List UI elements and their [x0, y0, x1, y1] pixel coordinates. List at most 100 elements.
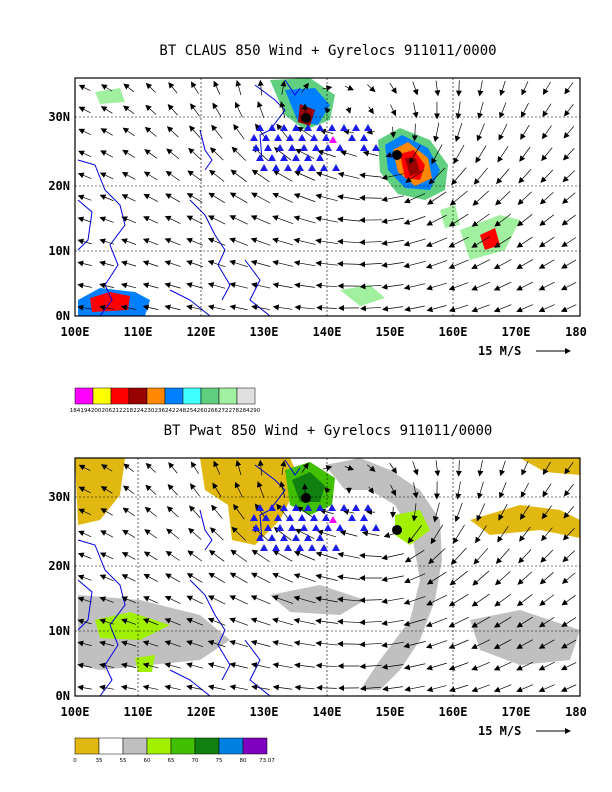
wind-vector [99, 684, 115, 691]
wind-vector [493, 259, 512, 269]
wind-vector [209, 169, 225, 182]
wind-vector [164, 684, 181, 691]
wind-vector [473, 547, 489, 565]
wind-vector [475, 525, 487, 544]
wind-vector [99, 260, 114, 267]
panel-2-frame [74, 457, 581, 697]
gyre-marker [274, 134, 282, 141]
wind-vector [77, 618, 92, 625]
wind-vector [272, 662, 293, 669]
gyre-marker [352, 124, 360, 131]
gyre-marker [292, 504, 300, 511]
wind-vector [316, 304, 337, 311]
wind-vector [493, 281, 512, 291]
gyre-marker [260, 164, 268, 171]
wind-vector [538, 304, 555, 313]
wind-vector [315, 171, 338, 180]
wind-vector [207, 662, 226, 669]
wind-vector [315, 618, 338, 625]
panel-1-grid [75, 78, 580, 316]
gyre-marker [274, 514, 282, 521]
wind-vector [448, 259, 469, 269]
wind-vector [519, 146, 531, 162]
gyre-marker [296, 544, 304, 551]
wind-vector [142, 640, 159, 647]
wind-vector [189, 483, 200, 497]
wind-vector [454, 502, 463, 523]
colorbar-label: 254 [186, 408, 197, 414]
wind-vector [120, 640, 137, 647]
wind-vector [295, 148, 315, 160]
wind-vector [472, 570, 490, 586]
wind-vector [99, 238, 114, 245]
wind-vector [229, 237, 248, 246]
x-tick: 120E [187, 325, 216, 339]
x-tick: 140E [313, 705, 342, 719]
wind-vector [542, 103, 552, 118]
wind-vector [471, 616, 491, 628]
wind-vector [498, 482, 507, 499]
wind-vector [315, 662, 338, 669]
gyre-marker [300, 144, 308, 151]
wind-vector [186, 193, 203, 203]
x-tick: 110E [124, 705, 153, 719]
wind-vector [425, 617, 448, 628]
wind-vector [229, 617, 248, 626]
wind-vector [560, 282, 577, 291]
colorbar-swatch [74, 737, 100, 755]
wind-vector [497, 146, 509, 163]
wind-vector [452, 524, 465, 544]
wind-vector [426, 214, 447, 226]
wind-vector [359, 619, 383, 626]
colorbar-swatch [110, 387, 130, 405]
gyre-marker [352, 504, 360, 511]
wind-vector [207, 639, 226, 648]
wind-vector [520, 124, 530, 140]
wind-vector [229, 282, 248, 289]
panel-2-storm-center-typhoon [392, 525, 402, 535]
wind-vector [207, 617, 226, 626]
panel-1-gyre-locations [250, 124, 380, 171]
wind-vector [99, 618, 114, 625]
gyre-marker [332, 544, 340, 551]
wind-vector [188, 505, 201, 519]
wind-vector [428, 548, 446, 565]
gyre-marker [280, 534, 288, 541]
panel-2-wind-vectors [77, 459, 577, 693]
wind-vector [235, 80, 242, 96]
wind-vector [234, 481, 243, 498]
wind-vector [365, 509, 376, 516]
wind-vector [229, 684, 248, 691]
wind-vector [186, 282, 204, 289]
wind-vector [256, 481, 265, 499]
gyre-marker [286, 134, 294, 141]
wind-vector [257, 459, 264, 476]
wind-vector [455, 80, 462, 97]
gyre-marker [256, 124, 264, 131]
wind-vector [272, 684, 293, 691]
y-tick-0n: 0N [56, 689, 70, 703]
wind-vector [294, 304, 315, 311]
wind-vector [381, 283, 404, 290]
wind-vector [257, 101, 265, 119]
wind-vector [538, 259, 555, 269]
wind-vector [207, 304, 226, 311]
gyre-marker [320, 544, 328, 551]
y-tick-30n: 30N [48, 110, 70, 124]
wind-vector [99, 574, 114, 582]
wind-vector [190, 461, 199, 475]
panel-2-fill [75, 458, 580, 690]
wind-vector [78, 508, 91, 516]
colorbar-label: 55 [120, 758, 127, 764]
wind-vector [412, 81, 419, 96]
wind-vector [561, 617, 577, 627]
wind-vector [188, 527, 202, 540]
wind-vector [337, 238, 360, 245]
wind-vector [233, 123, 245, 140]
wind-vector [293, 617, 316, 625]
wind-vector [100, 530, 114, 538]
wind-vector [542, 483, 552, 498]
wind-vector [165, 193, 181, 203]
wind-vector [207, 684, 226, 691]
wind-vector [164, 640, 181, 647]
